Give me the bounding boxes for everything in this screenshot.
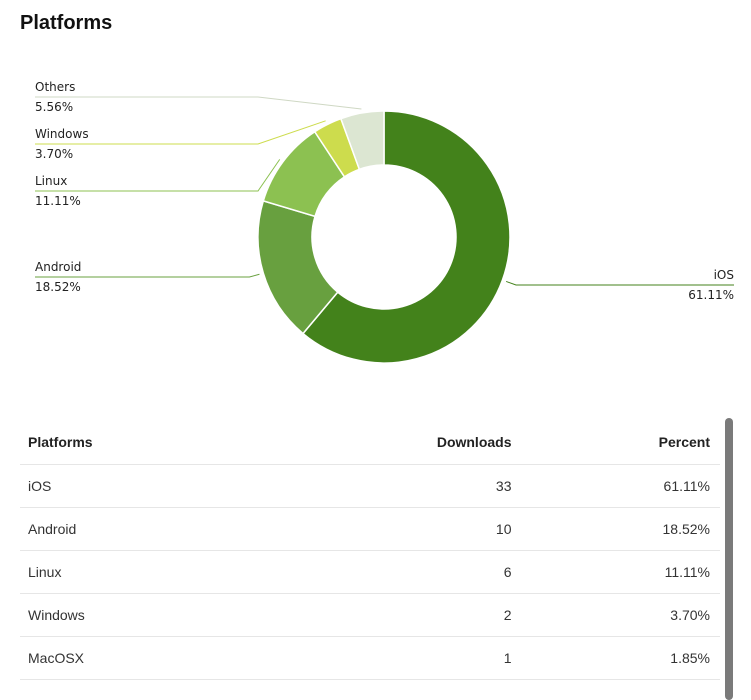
- leader-line-android: [35, 273, 260, 278]
- column-header-percent[interactable]: Percent: [521, 420, 720, 465]
- platform-cell: MacOSX: [20, 636, 257, 680]
- leader-line-windows: [35, 120, 326, 145]
- platform-cell: Windows: [20, 593, 257, 637]
- slice-percent-windows: 3.70%: [35, 147, 73, 161]
- slice-label-linux: Linux: [35, 174, 67, 188]
- page-title: Platforms: [20, 12, 113, 34]
- percent-cell: 61.11%: [521, 464, 720, 508]
- slice-label-android: Android: [35, 260, 81, 274]
- vertical-scrollbar[interactable]: [725, 418, 733, 700]
- platforms-table-container: Platforms Downloads Percent iOS 33 61.11…: [20, 420, 720, 680]
- column-header-downloads[interactable]: Downloads: [256, 420, 522, 465]
- table-row: Android 10 18.52%: [20, 507, 720, 551]
- slice-label-others: Others: [35, 80, 75, 94]
- leader-line-others: [35, 96, 362, 110]
- percent-cell: 11.11%: [521, 550, 720, 594]
- donut-slice-ios[interactable]: [301, 110, 511, 364]
- table-row: MacOSX 1 1.85%: [20, 636, 720, 680]
- table-header-row: Platforms Downloads Percent: [20, 420, 720, 465]
- percent-cell: 1.85%: [521, 636, 720, 680]
- column-header-platforms[interactable]: Platforms: [20, 420, 257, 465]
- leader-line-ios: [505, 280, 734, 286]
- downloads-cell: 33: [256, 464, 522, 508]
- leader-line-linux: [35, 159, 281, 192]
- slice-percent-linux: 11.11%: [35, 194, 81, 208]
- downloads-cell: 10: [256, 507, 522, 551]
- percent-cell: 18.52%: [521, 507, 720, 551]
- downloads-cell: 1: [256, 636, 522, 680]
- donut-slice-others[interactable]: [339, 110, 385, 171]
- slice-label-ios: iOS: [714, 268, 734, 282]
- percent-cell: 3.70%: [521, 593, 720, 637]
- platform-cell: Linux: [20, 550, 257, 594]
- slice-percent-android: 18.52%: [35, 280, 81, 294]
- platform-cell: Android: [20, 507, 257, 551]
- slice-percent-others: 5.56%: [35, 100, 73, 114]
- downloads-cell: 2: [256, 593, 522, 637]
- table-row: Windows 2 3.70%: [20, 593, 720, 637]
- table-row: iOS 33 61.11%: [20, 464, 720, 508]
- platform-cell: iOS: [20, 464, 257, 508]
- downloads-cell: 6: [256, 550, 522, 594]
- platforms-table: Platforms Downloads Percent iOS 33 61.11…: [20, 420, 720, 680]
- table-row: Linux 6 11.11%: [20, 550, 720, 594]
- slice-percent-ios: 61.11%: [688, 288, 734, 302]
- donut-chart: iOS 61.11% Android 18.52% Linux 11.11% Windows…: [35, 80, 734, 364]
- slice-label-windows: Windows: [35, 127, 89, 141]
